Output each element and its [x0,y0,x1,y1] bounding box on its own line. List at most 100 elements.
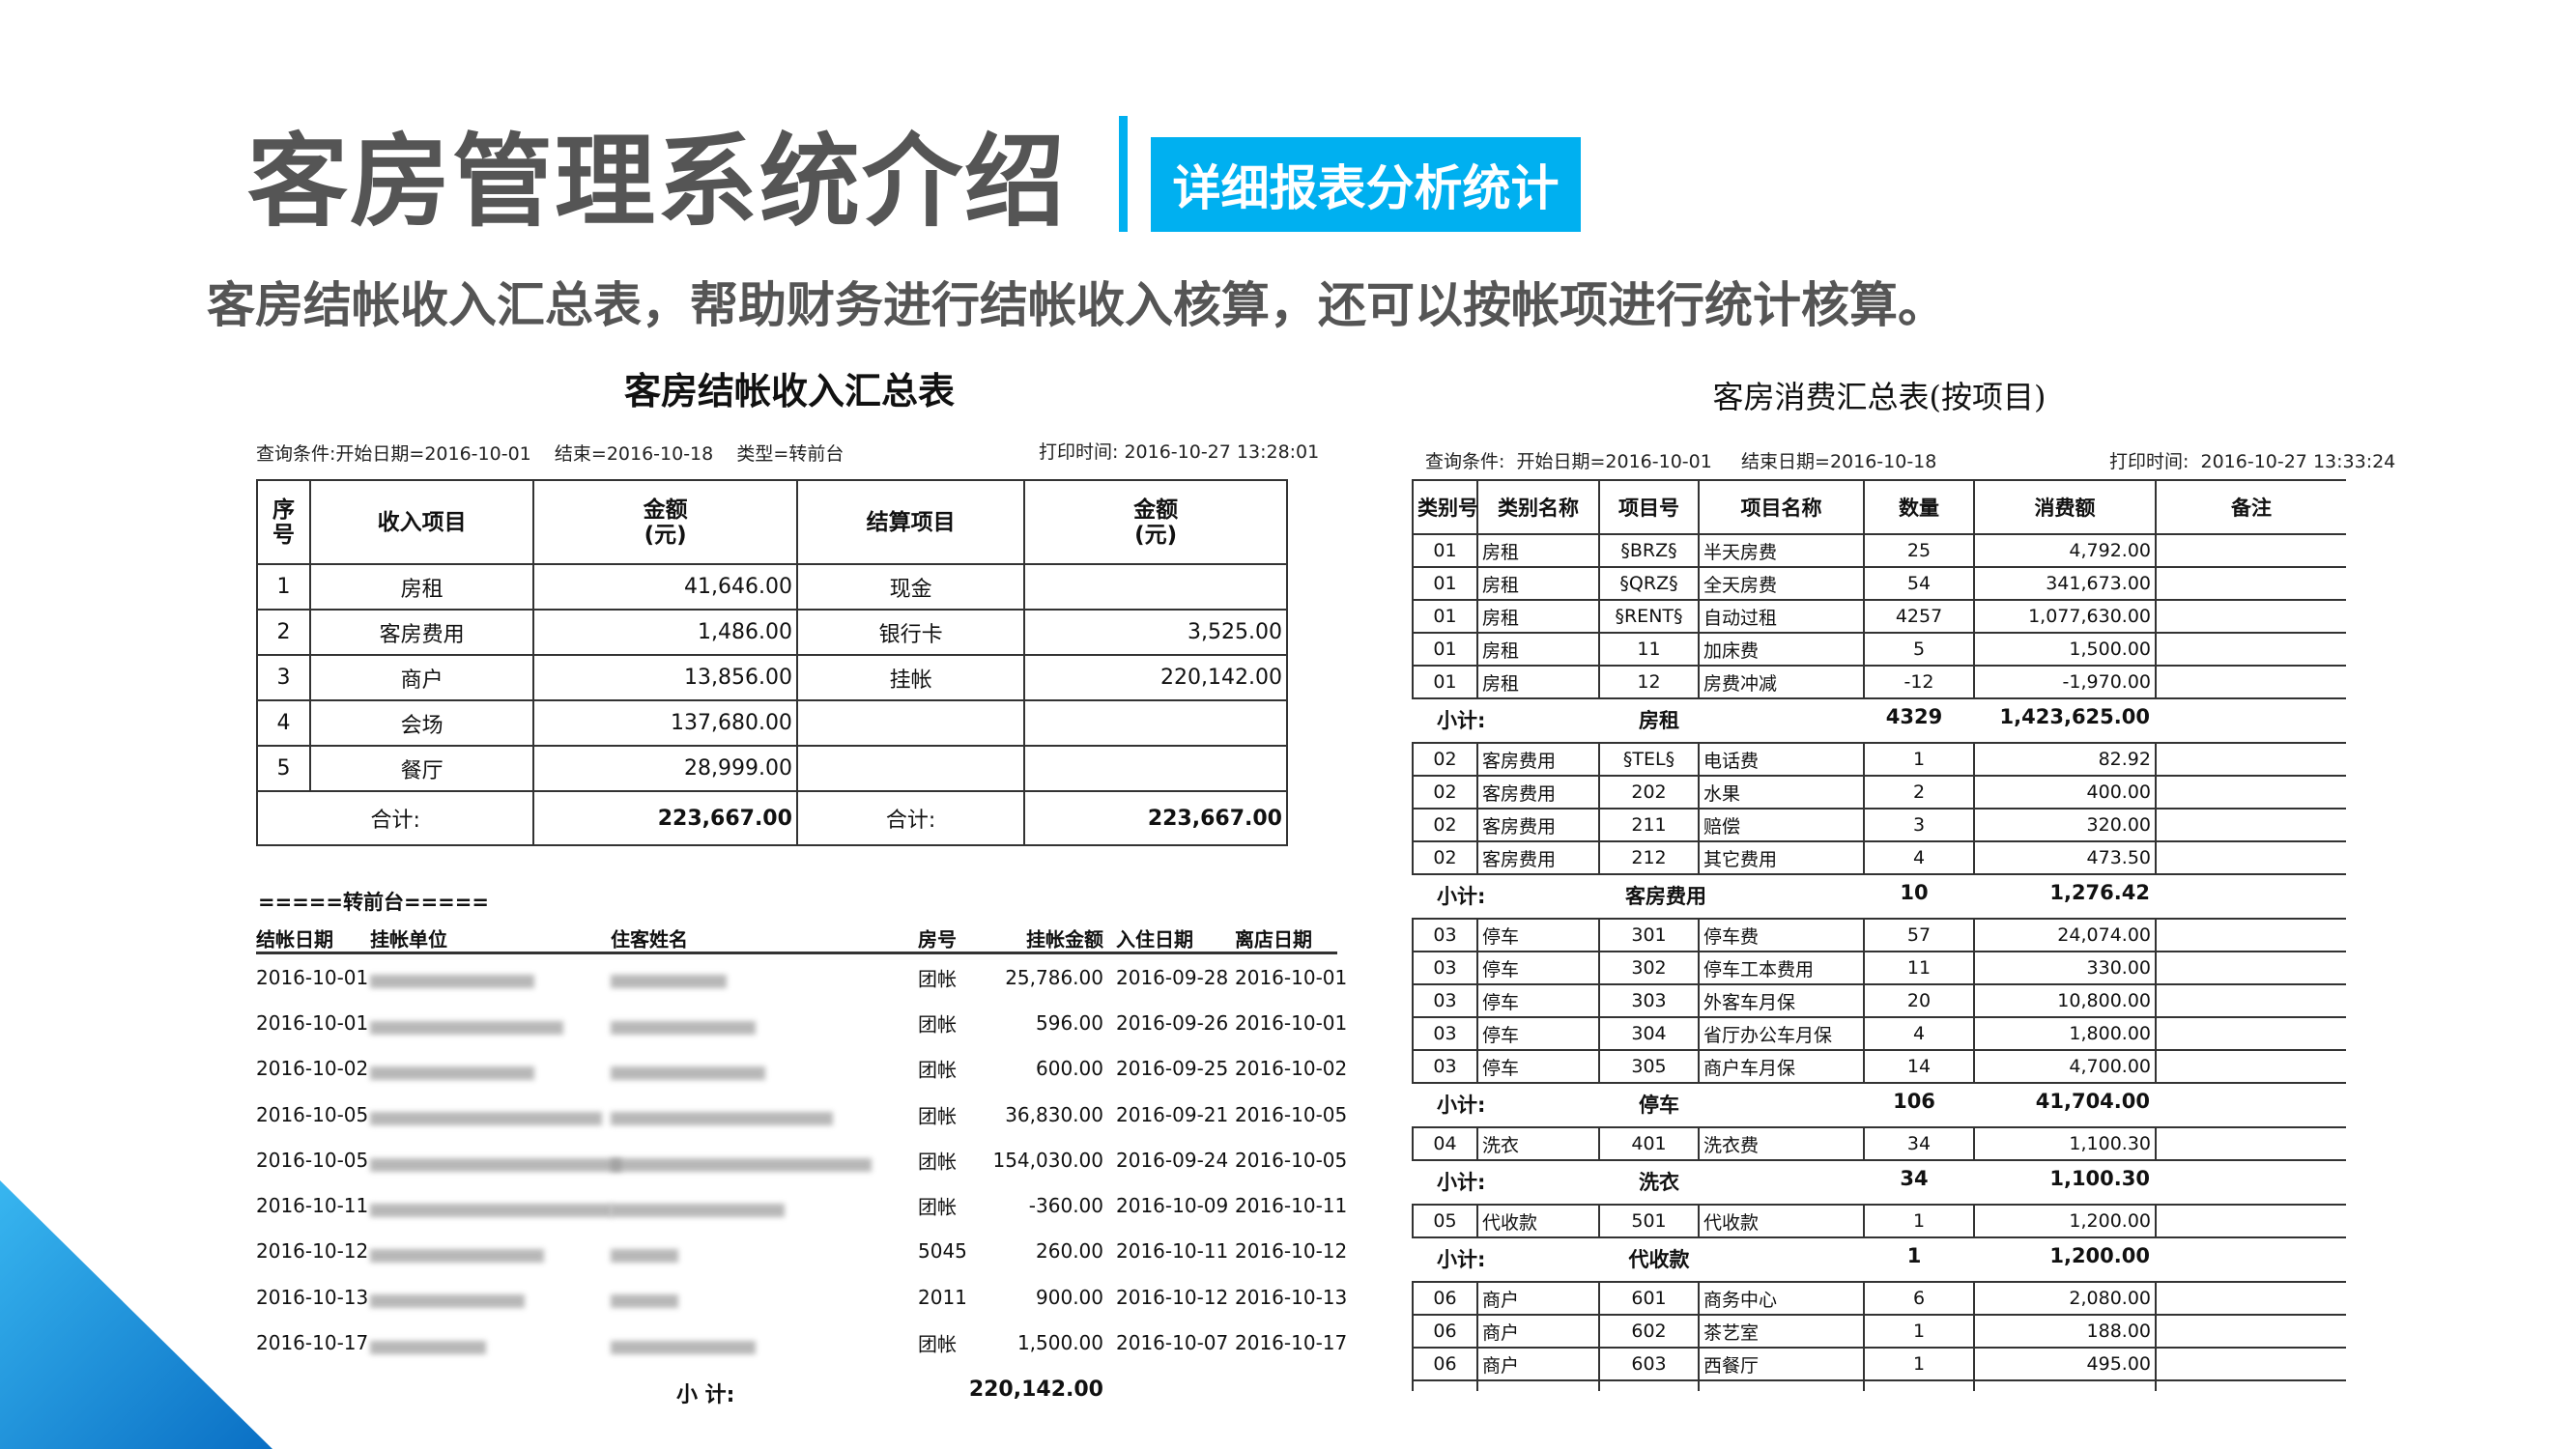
item-code: 11 [1598,632,1700,667]
item-name: 西餐厅 [1698,1347,1865,1381]
room-number: 团帐 [918,1012,957,1037]
subtotal-amount: 41,704.00 [2035,1090,2150,1113]
item-name: 全天房费 [1698,566,1865,601]
redacted-guest-name [611,1294,678,1309]
amount: 24,074.00 [1973,918,2157,952]
subtotal-quantity: 10 [1900,881,1929,904]
subtotal-row: 小计: 洗衣 34 1,100.30 [1412,1161,2346,1204]
table-row: 03 停车 301 停车费 57 24,074.00 [1412,918,2346,952]
room-number: 5045 [918,1239,967,1264]
redacted-guest-name [611,1112,833,1126]
category-name: 房租 [1476,566,1600,601]
room-number: 团帐 [918,1332,957,1356]
amount: 1,077,630.00 [1973,599,2157,634]
title-divider [1119,116,1128,232]
checkout-date: 2016-10-13 [1235,1285,1348,1309]
table-row [1412,1379,2346,1391]
settle-amount [1023,563,1288,611]
category-code: 02 [1412,808,1478,842]
item-name: 省厅办公车月保 [1698,1016,1865,1051]
settle-total-label: 合计: [795,790,1026,846]
category-code: 01 [1412,566,1478,601]
column-header: 类别号 [1412,479,1478,535]
category-code: 01 [1412,665,1478,699]
redacted-guest-name [611,1157,872,1172]
amount [1973,1379,2157,1391]
charge-amount: 36,830.00 [1005,1102,1103,1126]
subtotal-category: 停车 [1639,1094,1679,1117]
subtotal-row: 小计: 房租 4329 1,423,625.00 [1412,699,2346,742]
quantity: 1 [1863,1314,1975,1349]
category-code: 03 [1412,983,1478,1018]
income-item: 房租 [308,563,535,611]
checkout-date: 2016-10-05 [256,1148,369,1172]
item-name: 加床费 [1698,632,1865,667]
category-code: 02 [1412,742,1478,777]
remark [2155,1379,2346,1391]
item-code: 212 [1598,840,1700,875]
item-name: 房费冲减 [1698,665,1865,699]
subtotal-row: 小计: 客房费用 10 1,276.42 [1412,875,2346,918]
remark [2155,632,2346,667]
subtotal-category: 客房费用 [1625,885,1706,908]
table-row: 02 客房费用 §TEL§ 电话费 1 82.92 [1412,742,2346,777]
item-code: §RENT§ [1598,599,1700,634]
charge-amount: 600.00 [1036,1057,1103,1081]
checkout-date: 2016-10-01 [1235,1010,1348,1035]
quantity: 3 [1863,808,1975,842]
category-code: 06 [1412,1347,1478,1381]
list-header: 结帐日期 挂帐单位 住客姓名 房号 挂帐金额 入住日期 离店日期 [256,923,1337,954]
item-name: 水果 [1698,775,1865,810]
checkin-date: 2016-10-07 [1116,1331,1229,1355]
table-row: 3 商户 13,856.00 挂帐 220,142.00 [256,654,1288,701]
quantity: 11 [1863,951,1975,985]
checkout-date: 2016-10-01 [1235,965,1348,989]
list-item: 2016-10-05 团帐 154,030.00 2016-09-24 2016-10-… [256,1137,1347,1182]
room-number: 2011 [918,1285,967,1309]
page-subtitle: 客房结帐收入汇总表，帮助财务进行结帐收入核算，还可以按帐项进行统计核算。 [207,277,1946,333]
consumption-group: 02 客房费用 §TEL§ 电话费 1 82.92 02 客房费用 202 水果 2 400.00 02… [1412,742,2346,875]
category-name: 代收款 [1476,1204,1600,1238]
column-header: 项目名称 [1698,479,1865,535]
remark [2155,983,2346,1018]
quantity: 4257 [1863,599,1975,634]
subtotal-category: 洗衣 [1639,1171,1679,1194]
redacted-guest-name [611,975,727,989]
consumption-group: 04 洗衣 401 洗衣费 34 1,100.30 [1412,1126,2346,1161]
table-row: 01 房租 §BRZ§ 半天房费 25 4,792.00 [1412,533,2346,568]
table-row: 03 停车 304 省厅办公车月保 4 1,800.00 [1412,1016,2346,1051]
item-code: 501 [1598,1204,1700,1238]
checkout-date: 2016-10-11 [1235,1194,1348,1218]
remark [2155,775,2346,810]
checkout-date: 2016-10-17 [256,1331,369,1355]
item-name: 自动过租 [1698,599,1865,634]
subtotal-amount: 1,200.00 [2049,1244,2150,1267]
settle-amount: 220,142.00 [1023,654,1288,701]
category-code: 03 [1412,1049,1478,1084]
remark [2155,533,2346,568]
charge-amount: 596.00 [1036,1010,1103,1035]
redacted-company [370,1112,602,1126]
left-print-time: 打印时间: 2016-10-27 13:28:01 [1039,441,1320,463]
column-header: 金额 (元) [532,479,798,565]
quantity: 2 [1863,775,1975,810]
remark [2155,1049,2346,1084]
table-row: 2 客房费用 1,486.00 银行卡 3,525.00 [256,609,1288,656]
item-name: 停车工本费用 [1698,951,1865,985]
amount: 330.00 [1973,951,2157,985]
list-column-header: 挂帐金额 [1026,927,1103,951]
column-header: 类别名称 [1476,479,1600,535]
redacted-company [370,1340,486,1354]
quantity: 14 [1863,1049,1975,1084]
amount: 1,800.00 [1973,1016,2157,1051]
subtotal-quantity: 34 [1900,1167,1929,1190]
column-header: 序号 [256,479,311,565]
amount: 188.00 [1973,1314,2157,1349]
table-row: 05 代收款 501 代收款 1 1,200.00 [1412,1204,2346,1238]
checkout-date: 2016-10-05 [1235,1102,1348,1126]
category-name: 停车 [1476,918,1600,952]
category-name: 客房费用 [1476,808,1600,842]
charge-amount: -360.00 [1028,1194,1103,1218]
checkin-date: 2016-09-25 [1116,1057,1229,1081]
list-column-header: 房号 [918,927,957,951]
